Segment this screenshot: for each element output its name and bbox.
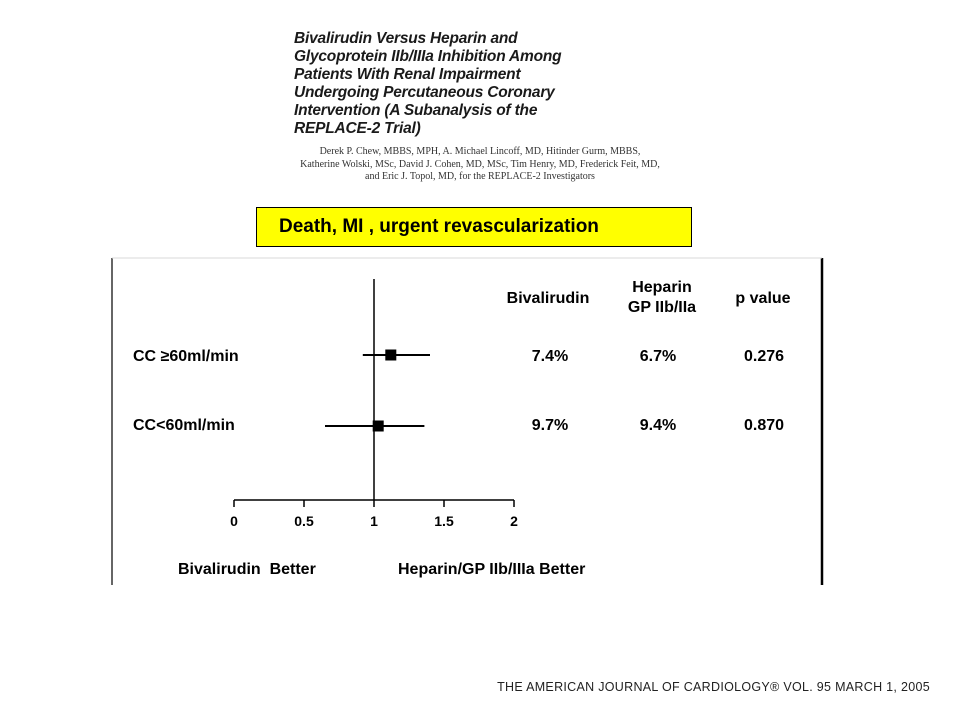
outcome-label-box: Death, MI , urgent revascularization xyxy=(256,207,692,247)
title-line: Glycoprotein IIb/IIIa Inhibition Among xyxy=(294,48,562,65)
point-estimate-marker xyxy=(385,349,397,361)
author-line: and Eric J. Topol, MD, for the REPLACE-2… xyxy=(365,171,595,182)
bivalirudin-value: 7.4% xyxy=(532,348,568,365)
p-value: 0.870 xyxy=(744,417,784,434)
paper-header: Bivalirudin Versus Heparin and Glycoprot… xyxy=(280,30,680,184)
heparin-value: 9.4% xyxy=(640,417,676,434)
point-estimate-marker xyxy=(372,420,384,432)
row-label: CC<60ml/min xyxy=(133,417,235,434)
paper-title: Bivalirudin Versus Heparin and Glycoprot… xyxy=(280,30,680,138)
paper-authors: Derek P. Chew, MBBS, MPH, A. Michael Lin… xyxy=(280,146,680,184)
x-axis-ticks: 0 0.5 1 1.5 2 xyxy=(230,500,518,529)
col-header-heparin-line2: GP IIb/IIa xyxy=(628,299,696,316)
col-header-p-value: p value xyxy=(735,290,790,307)
author-line: Derek P. Chew, MBBS, MPH, A. Michael Lin… xyxy=(319,146,641,157)
title-line: Intervention (A Subanalysis of the xyxy=(294,102,538,119)
title-line: Bivalirudin Versus Heparin and xyxy=(294,30,518,47)
title-line: Undergoing Percutaneous Coronary xyxy=(294,84,555,101)
heparin-value: 6.7% xyxy=(640,348,676,365)
x-tick-label: 1.5 xyxy=(434,513,454,529)
x-tick-label: 1 xyxy=(370,513,378,529)
title-line: REPLACE-2 Trial) xyxy=(294,120,421,137)
author-line: Katherine Wolski, MSc, David J. Cohen, M… xyxy=(300,158,660,170)
outcome-label: Death, MI , urgent revascularization xyxy=(279,216,599,237)
p-value: 0.276 xyxy=(744,348,784,365)
journal-citation: THE AMERICAN JOURNAL OF CARDIOLOGY® VOL.… xyxy=(497,680,930,694)
col-header-heparin-line1: Heparin xyxy=(632,279,692,296)
col-header-bivalirudin: Bivalirudin xyxy=(507,290,590,307)
bivalirudin-value: 9.7% xyxy=(532,417,568,434)
direction-label-right: Heparin/GP IIb/IIIa Better xyxy=(398,561,585,578)
direction-label-left: Bivalirudin Better xyxy=(178,561,316,578)
title-line: Patients With Renal Impairment xyxy=(294,66,521,83)
x-tick-label: 0.5 xyxy=(294,513,314,529)
row-label: CC ≥60ml/min xyxy=(133,348,239,365)
x-tick-label: 0 xyxy=(230,513,238,529)
x-tick-label: 2 xyxy=(510,513,518,529)
